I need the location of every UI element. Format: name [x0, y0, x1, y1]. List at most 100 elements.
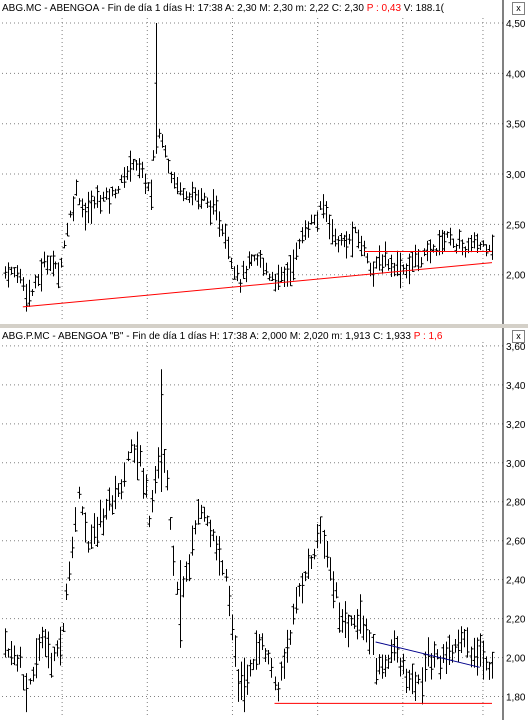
volume-value: 188.1(: [415, 3, 445, 14]
ohlc-bar: [160, 134, 165, 148]
ohlc-bar: [137, 158, 142, 179]
ohlc-bar: [365, 253, 370, 264]
ohlc-bar: [267, 273, 272, 281]
ohlc-bar: [172, 172, 177, 189]
ohlc-bar: [356, 229, 361, 249]
y-tick-label: 4,00: [506, 69, 526, 80]
ohlc-bar: [264, 262, 269, 276]
ohlc-bar: [453, 638, 458, 653]
ohlc-bar: [119, 479, 124, 500]
y-tick-label: 2,40: [506, 576, 526, 587]
price-chart-top[interactable]: 2,00 2,50 3,00 3,50 4,00 4,50: [0, 0, 528, 324]
ohlc-bar: [416, 249, 421, 272]
ohlc-bar: [131, 158, 136, 171]
ohlc-bar: [251, 658, 256, 671]
ohlc-bar: [392, 262, 397, 277]
ohlc-bar: [413, 671, 418, 702]
close-button[interactable]: x: [512, 2, 525, 15]
ohlc-bar: [285, 629, 290, 663]
ohlc-bar: [312, 548, 317, 560]
ohlc-bar: [487, 244, 492, 252]
ohlc-bar: [110, 495, 115, 515]
ohlc-bar: [208, 200, 213, 226]
ohlc-bar: [380, 654, 385, 679]
chart-panel-top[interactable]: ABG.MC - ABENGOA - Fin de día 1 días H: …: [0, 0, 528, 324]
price-chart-bottom[interactable]: 1,80 2,00 2,20 2,40 2,60 2,80 3,00 3,20 3,40 3,60: [0, 328, 528, 720]
ohlc-bar: [52, 646, 57, 662]
ohlc-bar: [325, 540, 330, 568]
ohlc-bar: [244, 265, 249, 283]
ohlc-bar: [233, 635, 238, 667]
ohlc-bar: [141, 467, 146, 499]
ohlc-bar: [27, 279, 32, 307]
low-value: 1,913: [345, 331, 371, 342]
ohlc-bar: [12, 645, 17, 666]
ohlc-bar: [28, 678, 33, 685]
ohlc-bar: [36, 274, 41, 287]
ohlc-bar: [21, 277, 26, 291]
low-label: m:: [295, 3, 307, 14]
y-tick-label: 2,00: [506, 654, 526, 665]
ohlc-bar: [288, 255, 293, 287]
ohlc-bar: [245, 664, 250, 695]
ohlc-bar: [303, 571, 308, 582]
ohlc-bar: [318, 516, 323, 544]
ohlc-bar: [80, 506, 85, 516]
ohlc-bar: [68, 210, 73, 218]
ohlc-bar: [230, 614, 235, 641]
ohlc-bar: [187, 192, 192, 203]
ohlc-bar: [92, 196, 97, 209]
ohlc-bar: [77, 198, 82, 206]
ohlc-bar: [239, 661, 244, 700]
ohlc-bar: [374, 658, 379, 685]
ohlc-bar: [407, 253, 412, 285]
ohlc-bar: [297, 238, 302, 249]
chart-panel-bottom[interactable]: ABG.P.MC - ABENGOA "B" - Fin de día 1 dí…: [0, 328, 528, 720]
chart-header-top: ABG.MC - ABENGOA - Fin de día 1 días H: …: [2, 2, 494, 15]
ohlc-bar: [128, 150, 133, 182]
ohlc-bar: [416, 674, 421, 685]
ohlc-bar: [469, 646, 474, 668]
ohlc-bar: [208, 519, 213, 548]
ohlc-bar: [435, 649, 440, 660]
ohlc-bar: [156, 447, 161, 479]
ohlc-bar: [98, 499, 103, 528]
ohlc-bar: [163, 145, 168, 158]
open-label: A:: [249, 331, 260, 342]
close-value: 1,933: [385, 331, 411, 342]
ohlc-bar: [3, 266, 8, 279]
ohlc-bar: [282, 648, 287, 679]
ohlc-bar: [324, 201, 329, 222]
ohlc-bar: [184, 191, 189, 200]
ohlc-bar: [242, 657, 247, 713]
ohlc-bar: [484, 244, 489, 257]
ohlc-bar: [46, 631, 51, 669]
panel-divider[interactable]: [0, 324, 528, 328]
ohlc-bar: [261, 257, 266, 276]
close-button[interactable]: x: [512, 330, 525, 343]
ohlc-bar: [202, 192, 207, 201]
ohlc-bar: [6, 648, 11, 658]
ohlc-bar: [330, 219, 335, 245]
ohlc-bar: [266, 650, 271, 665]
open-value: 2,30: [237, 3, 257, 14]
ohlc-bar: [386, 654, 391, 669]
ohlc-bar: [377, 654, 382, 675]
ohlc-bar: [389, 639, 394, 663]
ohlc-bar: [116, 483, 121, 497]
ohlc-bar: [315, 211, 320, 232]
ohlc-bar: [42, 251, 47, 268]
separator: -: [52, 331, 58, 342]
ohlc-bar: [248, 659, 253, 677]
ohlc-bar: [362, 240, 367, 257]
ohlc-bar: [80, 198, 85, 218]
ohlc-bar: [478, 242, 483, 251]
ohlc-bar: [438, 655, 443, 680]
y-tick-label: 2,80: [506, 498, 526, 509]
ohlc-bar: [294, 242, 299, 260]
ohlc-bar: [134, 160, 139, 171]
ohlc-bar: [135, 431, 140, 481]
ohlc-bar: [55, 640, 60, 657]
ohlc-bar: [178, 560, 183, 648]
volume-label: V:: [403, 3, 413, 14]
